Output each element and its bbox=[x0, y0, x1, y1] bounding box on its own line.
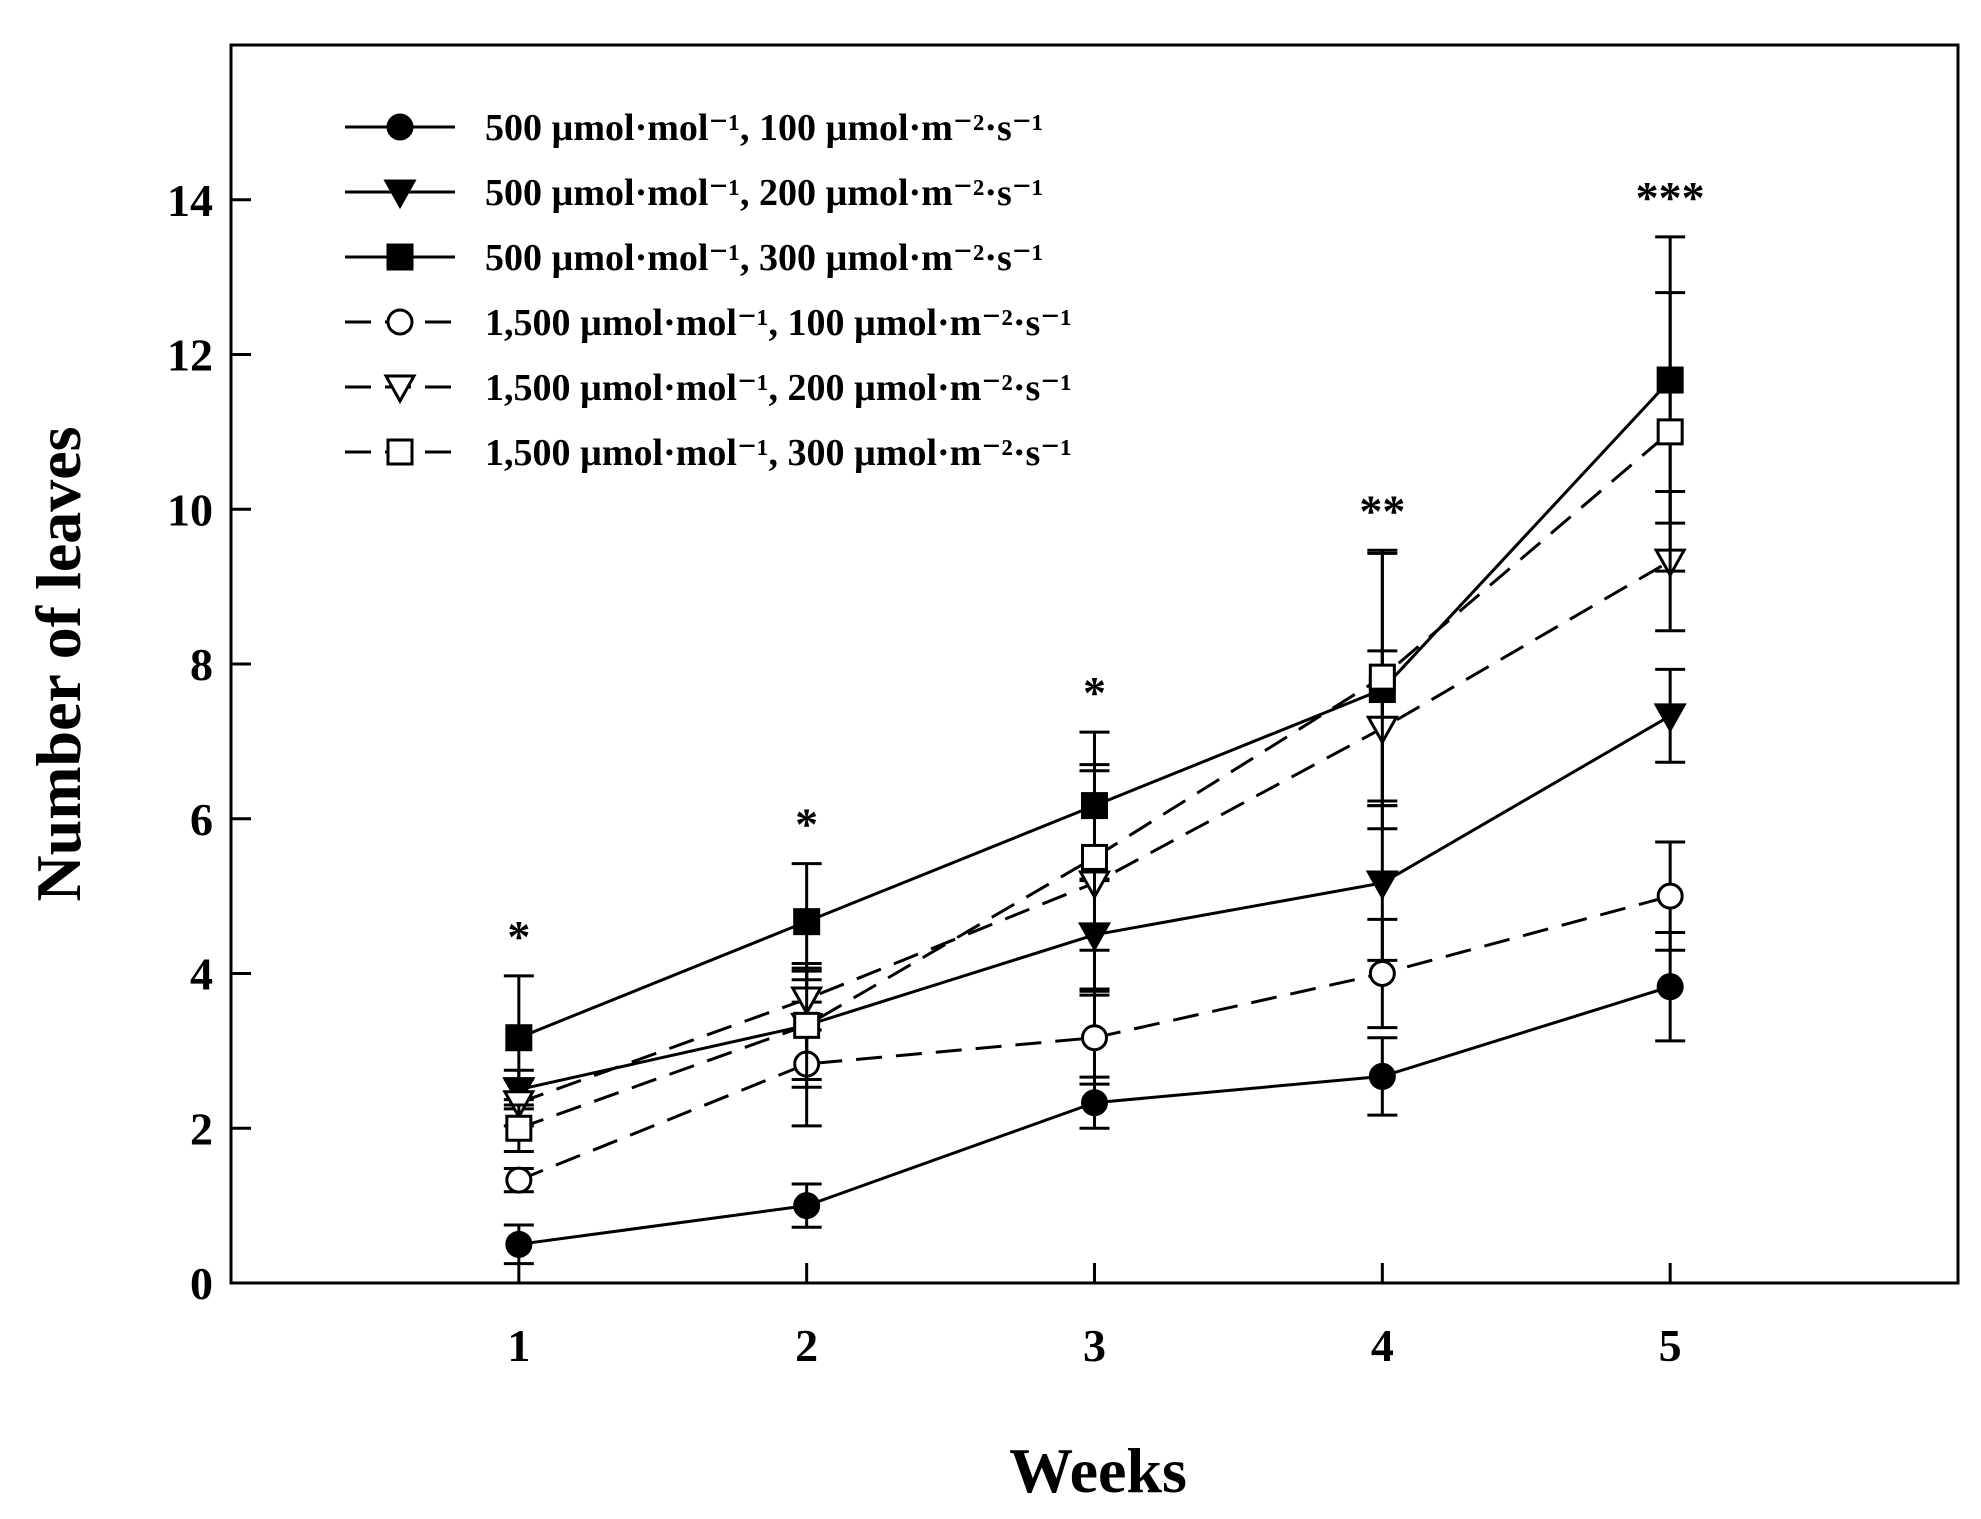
legend-marker bbox=[383, 374, 417, 405]
data-point bbox=[505, 1230, 533, 1258]
legend: 500 µmol·mol⁻¹, 100 µmol·m⁻²·s⁻¹ 500 µmol… bbox=[345, 107, 1072, 474]
legend-item: 500 µmol·mol⁻¹, 100 µmol·m⁻²·s⁻¹ bbox=[345, 107, 1043, 149]
data-point bbox=[1656, 418, 1684, 446]
y-tick-label: 8 bbox=[190, 639, 213, 690]
data-point bbox=[1081, 1089, 1108, 1117]
significance-label: * bbox=[507, 911, 530, 962]
significance-label: ** bbox=[1359, 485, 1405, 536]
x-tick-label: 2 bbox=[795, 1320, 818, 1371]
x-axis-title: Weeks bbox=[1009, 1435, 1187, 1506]
significance-label: * bbox=[795, 799, 818, 850]
data-point bbox=[1653, 703, 1687, 733]
data-point bbox=[505, 1114, 533, 1142]
legend-marker bbox=[383, 179, 417, 210]
y-tick-label: 4 bbox=[190, 949, 213, 1000]
legend-marker bbox=[386, 438, 414, 466]
y-tick-label: 14 bbox=[167, 175, 213, 226]
x-tick-label: 3 bbox=[1083, 1320, 1106, 1371]
x-tick-label: 1 bbox=[507, 1320, 530, 1371]
legend-marker bbox=[386, 243, 414, 271]
legend-marker bbox=[386, 113, 414, 141]
y-axis: 0 2 4 6 8 10 12 14 bbox=[167, 175, 251, 1309]
data-point bbox=[793, 1011, 821, 1039]
x-tick-label: 5 bbox=[1659, 1320, 1682, 1371]
x-axis: 1 2 3 4 5 bbox=[507, 1263, 1682, 1371]
data-point bbox=[1368, 960, 1396, 987]
data-point bbox=[793, 908, 821, 936]
legend-label: 1,500 µmol·mol⁻¹, 300 µmol·m⁻²·s⁻¹ bbox=[485, 432, 1072, 474]
legend-label: 500 µmol·mol⁻¹, 300 µmol·m⁻²·s⁻¹ bbox=[485, 237, 1043, 279]
legend-item: 1,500 µmol·mol⁻¹, 100 µmol·m⁻²·s⁻¹ bbox=[345, 302, 1072, 344]
series-6 bbox=[503, 291, 1686, 1153]
y-tick-label: 0 bbox=[190, 1258, 213, 1309]
data-point bbox=[1081, 843, 1108, 871]
data-point bbox=[1081, 1024, 1108, 1052]
data-point bbox=[1656, 973, 1684, 1001]
x-tick-label: 4 bbox=[1371, 1320, 1394, 1371]
data-point bbox=[1368, 1062, 1396, 1090]
legend-label: 500 µmol·mol⁻¹, 200 µmol·m⁻²·s⁻¹ bbox=[485, 172, 1043, 214]
significance-label: * bbox=[1083, 667, 1106, 718]
data-point bbox=[505, 1024, 533, 1052]
series-4-line bbox=[518, 894, 1671, 1182]
legend-item: 500 µmol·mol⁻¹, 300 µmol·m⁻²·s⁻¹ bbox=[345, 237, 1043, 279]
data-point bbox=[1368, 663, 1396, 691]
legend-item: 500 µmol·mol⁻¹, 200 µmol·m⁻²·s⁻¹ bbox=[345, 172, 1043, 214]
y-tick-label: 2 bbox=[190, 1103, 213, 1154]
series-layer bbox=[502, 235, 1687, 1266]
legend-item: 1,500 µmol·mol⁻¹, 200 µmol·m⁻²·s⁻¹ bbox=[345, 367, 1072, 409]
legend-label: 1,500 µmol·mol⁻¹, 200 µmol·m⁻²·s⁻¹ bbox=[485, 367, 1072, 409]
legend-marker bbox=[386, 308, 414, 336]
significance-layer: ******** bbox=[507, 172, 1704, 962]
y-tick-label: 6 bbox=[190, 794, 213, 845]
y-axis-title: Number of leaves bbox=[23, 426, 94, 901]
legend-label: 1,500 µmol·mol⁻¹, 100 µmol·m⁻²·s⁻¹ bbox=[485, 302, 1072, 344]
y-tick-label: 10 bbox=[167, 484, 213, 535]
legend-label: 500 µmol·mol⁻¹, 100 µmol·m⁻²·s⁻¹ bbox=[485, 107, 1043, 149]
series-6-line bbox=[518, 430, 1672, 1130]
significance-label: *** bbox=[1636, 172, 1705, 223]
series-4 bbox=[503, 840, 1686, 1194]
legend-item: 1,500 µmol·mol⁻¹, 300 µmol·m⁻²·s⁻¹ bbox=[345, 432, 1072, 474]
data-point bbox=[505, 1166, 533, 1194]
data-point bbox=[1656, 882, 1684, 910]
data-point bbox=[1365, 870, 1399, 901]
y-tick-label: 12 bbox=[167, 330, 213, 381]
data-point bbox=[793, 1192, 821, 1220]
